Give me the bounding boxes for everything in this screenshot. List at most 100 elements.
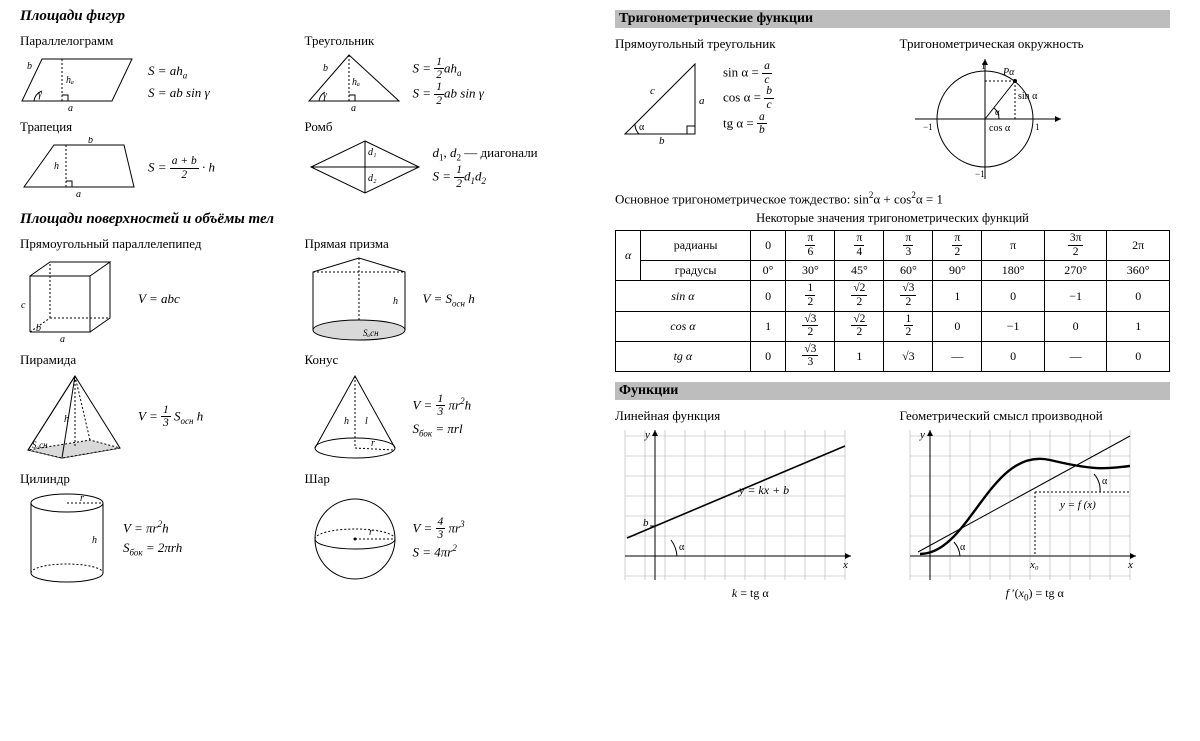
unit-circle-icon: α 1 1 −1 −1 Pα sin α cos α: [900, 54, 1070, 184]
svg-text:c: c: [21, 300, 26, 311]
svg-text:y = f (x): y = f (x): [1059, 499, 1096, 511]
svg-text:a: a: [60, 334, 65, 344]
sphere-formula: V = 43 πr3 S = 4πr2: [413, 517, 465, 562]
svg-text:sin α: sin α: [1018, 91, 1038, 102]
fig-prism: Прямая призма h Sₒсн V = Sосн h: [305, 236, 576, 346]
svg-text:α: α: [995, 107, 1000, 117]
svg-text:a: a: [699, 95, 705, 107]
svg-text:h: h: [393, 296, 398, 307]
svg-text:a: a: [68, 103, 73, 113]
rhombus-formula: d1, d2 — диагонали S = 12d1d2: [433, 143, 538, 190]
box-formula: V = abc: [138, 289, 180, 309]
fig-pyramid: Пирамида h Sₒсн V = 13 Sосн h: [20, 352, 291, 465]
cone-icon: h l r: [305, 370, 405, 465]
linear-graph-icon: α b y = kx + b x y: [615, 426, 855, 586]
fig-linear: Линейная функция α b y = kx + b x y: [615, 408, 886, 602]
svg-text:1: 1: [1035, 122, 1040, 132]
right-triangle-icon: c a b α: [615, 54, 715, 144]
svg-text:−1: −1: [923, 122, 933, 132]
box-icon: c b a: [20, 254, 130, 344]
cylinder-icon: r h: [20, 489, 115, 589]
cylinder-formula: V = πr2h Sбок = 2πrh: [123, 518, 182, 560]
svg-text:x₀: x₀: [1029, 559, 1039, 571]
svg-text:Sₒсн: Sₒсн: [32, 440, 48, 450]
derivative-graph-icon: α α y = f (x) x₀ x y: [900, 426, 1140, 586]
fig-right-triangle: Прямоугольный треугольник c a b α sin α …: [615, 36, 886, 184]
svg-text:x: x: [1127, 559, 1133, 571]
rhombus-icon: d₁ d₂: [305, 137, 425, 197]
prism-formula: V = Sосн h: [423, 289, 475, 311]
parallelogram-icon: b hₐ γ a: [20, 51, 140, 113]
svg-text:Pα: Pα: [1002, 67, 1015, 78]
section-func-bar: Функции: [615, 382, 1170, 400]
row-cyl-sph: Цилиндр r h V = πr2h Sбок = 2πrh Ш: [20, 471, 575, 589]
row-box-prism: Прямоугольный параллелепипед c b a V = a…: [20, 236, 575, 346]
triangle-formula: S = 12aha S = 12ab sin γ: [413, 57, 484, 107]
fig-cylinder: Цилиндр r h V = πr2h Sбок = 2πrh: [20, 471, 291, 589]
row-pyr-cone: Пирамида h Sₒсн V = 13 Sосн h: [20, 352, 575, 465]
svg-text:a: a: [351, 103, 356, 113]
section-trig-bar: Тригонометрические функции: [615, 10, 1170, 28]
trapezoid-formula: S = a + b2 · h: [148, 156, 215, 181]
section-areas-title: Площади фигур: [20, 8, 575, 25]
row-trap-romb: Трапеция b h a S = a + b2 · h Ромб: [20, 119, 575, 201]
svg-text:y: y: [644, 429, 650, 441]
svg-text:h: h: [92, 535, 97, 546]
right-triangle-formula: sin α = ac cos α = bc tg α = ab: [723, 61, 774, 136]
triangle-icon: b hₐ γ a: [305, 51, 405, 113]
svg-text:−1: −1: [975, 169, 985, 179]
svg-text:hₐ: hₐ: [66, 75, 74, 86]
fig-box: Прямоугольный параллелепипед c b a V = a…: [20, 236, 291, 346]
row-para-tri: Параллелограмм b hₐ γ a S = aha S = ab s…: [20, 33, 575, 113]
svg-text:Sₒсн: Sₒсн: [363, 328, 379, 338]
sphere-icon: r: [305, 489, 405, 589]
row-trig-top: Прямоугольный треугольник c a b α sin α …: [615, 36, 1170, 184]
svg-text:b: b: [27, 61, 32, 72]
page: Площади фигур Параллелограмм b hₐ γ a S: [0, 0, 1200, 614]
svg-text:α: α: [1102, 476, 1108, 487]
svg-text:y = kx + b: y = kx + b: [738, 483, 789, 497]
svg-text:x: x: [842, 559, 848, 571]
svg-text:h: h: [344, 416, 349, 427]
svg-text:h: h: [64, 414, 69, 425]
pyramid-formula: V = 13 Sосн h: [138, 405, 203, 430]
svg-text:hₐ: hₐ: [352, 77, 360, 88]
fig-cone: Конус h l r V = 13 πr2h Sбок = πrl: [305, 352, 576, 465]
cone-formula: V = 13 πr2h Sбок = πrl: [413, 394, 472, 441]
svg-text:1: 1: [981, 61, 986, 71]
svg-text:d₁: d₁: [368, 147, 376, 158]
right-column: Тригонометрические функции Прямоугольный…: [615, 6, 1170, 608]
svg-text:a: a: [76, 189, 81, 200]
svg-text:h: h: [54, 161, 59, 172]
fig-rhombus: Ромб d₁ d₂ d1, d2 — диагонали S = 12d1d2: [305, 119, 576, 201]
svg-text:b: b: [643, 517, 649, 529]
parallelogram-formula: S = aha S = ab sin γ: [148, 61, 210, 103]
fig-unit-circle: Тригонометрическая окружность α 1 1: [900, 36, 1171, 184]
prism-icon: h Sₒсн: [305, 254, 415, 346]
fig-trapezoid: Трапеция b h a S = a + b2 · h: [20, 119, 291, 201]
trig-identity: Основное тригонометрическое тождество: s…: [615, 190, 1170, 207]
fig-triangle: Треугольник b hₐ γ a S = 12aha S = 12ab …: [305, 33, 576, 113]
svg-text:d₂: d₂: [368, 173, 377, 184]
trapezoid-icon: b h a: [20, 137, 140, 201]
svg-text:c: c: [650, 85, 655, 97]
row-functions: Линейная функция α b y = kx + b x y: [615, 408, 1170, 602]
section-volumes-title: Площади поверхностей и объёмы тел: [20, 211, 575, 228]
left-column: Площади фигур Параллелограмм b hₐ γ a S: [20, 6, 575, 608]
svg-text:r: r: [80, 493, 84, 504]
svg-text:b: b: [659, 135, 665, 144]
svg-text:b: b: [323, 63, 328, 74]
fig-derivative: Геометрический смысл производной α: [900, 408, 1171, 602]
svg-text:α: α: [679, 542, 685, 553]
svg-text:b: b: [88, 137, 93, 146]
fig-sphere: Шар r V = 43 πr3 S = 4πr2: [305, 471, 576, 589]
svg-text:γ: γ: [323, 90, 328, 101]
svg-text:α: α: [639, 122, 645, 133]
svg-text:r: r: [369, 527, 373, 538]
svg-text:γ: γ: [38, 89, 43, 100]
trig-table-caption: Некоторые значения тригонометрических фу…: [615, 211, 1170, 226]
svg-text:b: b: [36, 323, 41, 334]
trig-table: αрадианы0π6π4π3π2π3π22πградусы0°30°45°60…: [615, 230, 1170, 372]
svg-text:l: l: [365, 416, 368, 427]
pyramid-icon: h Sₒсн: [20, 370, 130, 465]
